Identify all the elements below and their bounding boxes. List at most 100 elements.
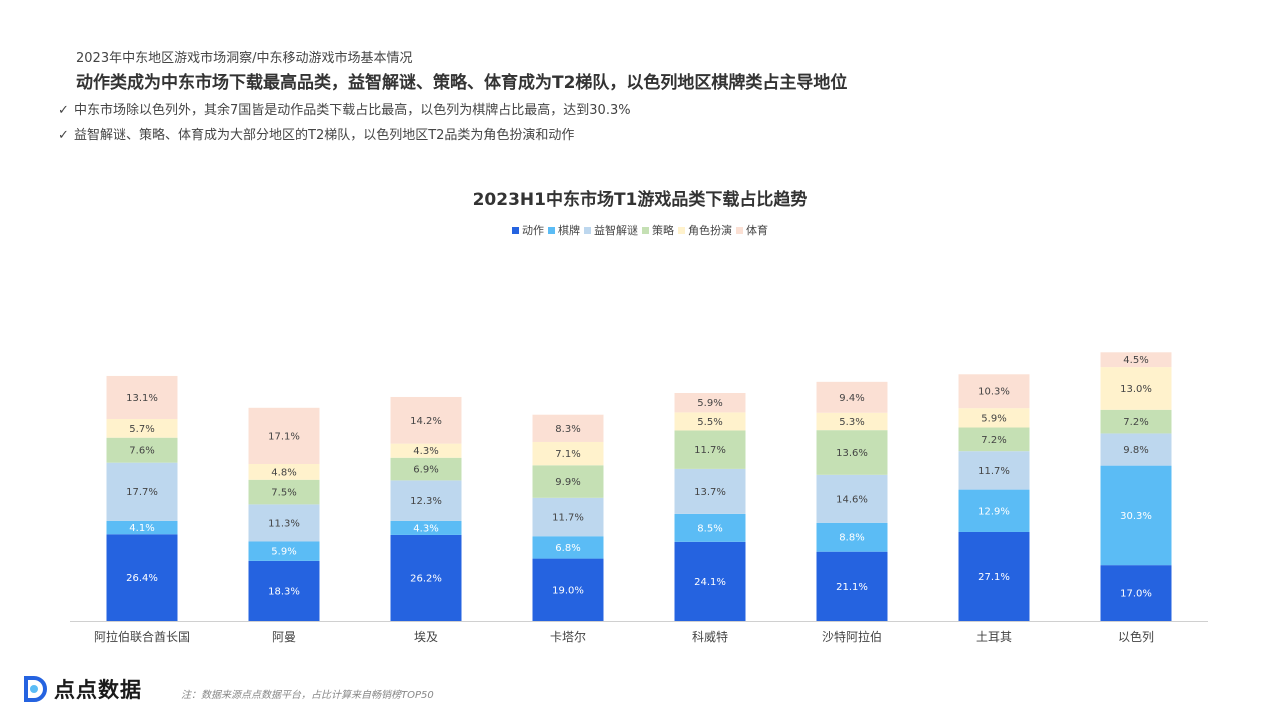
bullet-list: ✓ 中东市场除以色列外，其余7国皆是动作品类下载占比最高，以色列为棋牌占比最高，达… (58, 101, 631, 151)
data-label: 12.3% (410, 496, 442, 507)
x-tick-label: 阿拉伯联合酋长国 (94, 629, 190, 644)
data-label: 11.7% (978, 466, 1010, 477)
legend-item: 动作 (512, 222, 544, 238)
data-label: 4.5% (1123, 355, 1148, 366)
bar-segment (816, 381, 888, 413)
data-label: 4.3% (413, 523, 438, 534)
bar-segment (390, 457, 462, 481)
data-label: 26.4% (126, 573, 158, 584)
legend-label: 体育 (746, 224, 768, 237)
bar-segment (1100, 352, 1172, 368)
bar-segment (532, 414, 604, 442)
bar-segment (958, 531, 1030, 621)
bar-segment (958, 451, 1030, 490)
data-label: 5.9% (981, 413, 1006, 424)
bar-segment (532, 497, 604, 537)
bar-segment (958, 489, 1030, 532)
bar-segment (106, 520, 178, 535)
page-title: 动作类成为中东市场下载最高品类，益智解谜、策略、体育成为T2梯队，以色列地区棋牌… (76, 73, 848, 93)
bar-segment (248, 407, 320, 464)
bar-segment (390, 520, 462, 535)
bar-segment (1100, 433, 1172, 466)
x-tick-label: 以色列 (1118, 630, 1154, 644)
bar-segment (248, 560, 320, 621)
legend-item: 体育 (736, 222, 768, 238)
chart-title: 2023H1中东市场T1游戏品类下载占比趋势 (472, 190, 808, 210)
data-label: 9.8% (1123, 445, 1148, 456)
legend-swatch (736, 227, 743, 234)
logo-mark-icon (24, 676, 47, 702)
bar-segment (816, 522, 888, 552)
breadcrumb: 2023年中东地区游戏市场洞察/中东移动游戏市场基本情况 (76, 51, 413, 66)
bar-segment (1100, 409, 1172, 434)
data-label: 17.0% (1120, 589, 1152, 600)
legend-item: 棋牌 (548, 222, 580, 238)
bar-segment (1100, 367, 1172, 410)
bullet-item: ✓ 益智解谜、策略、体育成为大部分地区的T2梯队，以色列地区T2品类为角色扮演和动… (58, 126, 631, 151)
data-label: 7.2% (1123, 417, 1148, 428)
data-label: 4.8% (271, 467, 296, 478)
x-tick-label: 埃及 (414, 630, 438, 644)
bar-segment (106, 418, 178, 438)
data-label: 24.1% (694, 577, 726, 588)
data-label: 9.4% (839, 393, 864, 404)
data-label: 5.5% (697, 417, 722, 428)
bar-segment (390, 480, 462, 521)
data-label: 4.1% (129, 523, 154, 534)
bar-segment (958, 427, 1030, 452)
bar-segment (674, 430, 746, 469)
legend-label: 动作 (522, 224, 544, 237)
data-label: 10.3% (978, 387, 1010, 398)
bar-segment (674, 541, 746, 621)
bar-segment (674, 513, 746, 542)
legend-item: 角色扮演 (678, 222, 732, 238)
bar-segment (248, 504, 320, 542)
data-label: 7.5% (271, 488, 296, 499)
data-label: 5.7% (129, 424, 154, 435)
bullet-text: 中东市场除以色列外，其余7国皆是动作品类下载占比最高，以色列为棋牌占比最高，达到… (74, 103, 631, 118)
data-label: 6.9% (413, 465, 438, 476)
data-label: 8.8% (839, 533, 864, 544)
legend-swatch (584, 227, 591, 234)
brand-logo: 点点数据 (20, 674, 142, 704)
bar-segment (532, 536, 604, 559)
data-label: 11.3% (268, 518, 300, 529)
legend-item: 策略 (642, 222, 674, 238)
legend-label: 策略 (652, 224, 674, 237)
bar-segment (248, 541, 320, 561)
legend-item: 益智解谜 (584, 222, 638, 238)
legend-swatch (678, 227, 685, 234)
x-tick-label: 科威特 (692, 629, 728, 644)
data-label: 6.8% (555, 543, 580, 554)
legend-swatch (642, 227, 649, 234)
data-label: 14.2% (410, 416, 442, 427)
data-label: 11.7% (694, 445, 726, 456)
data-label: 5.9% (271, 547, 296, 558)
logo-text: 点点数据 (54, 678, 142, 702)
bar-segment (1100, 465, 1172, 566)
x-tick-label: 土耳其 (976, 630, 1012, 644)
data-label: 14.6% (836, 494, 868, 505)
bar-segment (106, 375, 178, 419)
data-label: 7.2% (981, 435, 1006, 446)
data-label: 17.1% (268, 431, 300, 442)
bar-segment (816, 412, 888, 431)
bar-segment (674, 412, 746, 431)
data-label: 8.5% (697, 523, 722, 534)
x-tick-label: 阿曼 (272, 630, 296, 644)
data-label: 5.9% (697, 398, 722, 409)
data-label: 8.3% (555, 424, 580, 435)
data-label: 13.6% (836, 448, 868, 459)
x-tick-label: 沙特阿拉伯 (822, 629, 882, 644)
check-icon: ✓ (58, 103, 69, 118)
data-label: 21.1% (836, 582, 868, 593)
data-label: 9.9% (555, 477, 580, 488)
data-label: 13.0% (1120, 384, 1152, 395)
data-label: 5.3% (839, 417, 864, 428)
bar-segment (1100, 565, 1172, 621)
legend-swatch (548, 227, 555, 234)
bar-segment (674, 468, 746, 514)
bar-segment (532, 558, 604, 621)
bar-segment (248, 463, 320, 480)
